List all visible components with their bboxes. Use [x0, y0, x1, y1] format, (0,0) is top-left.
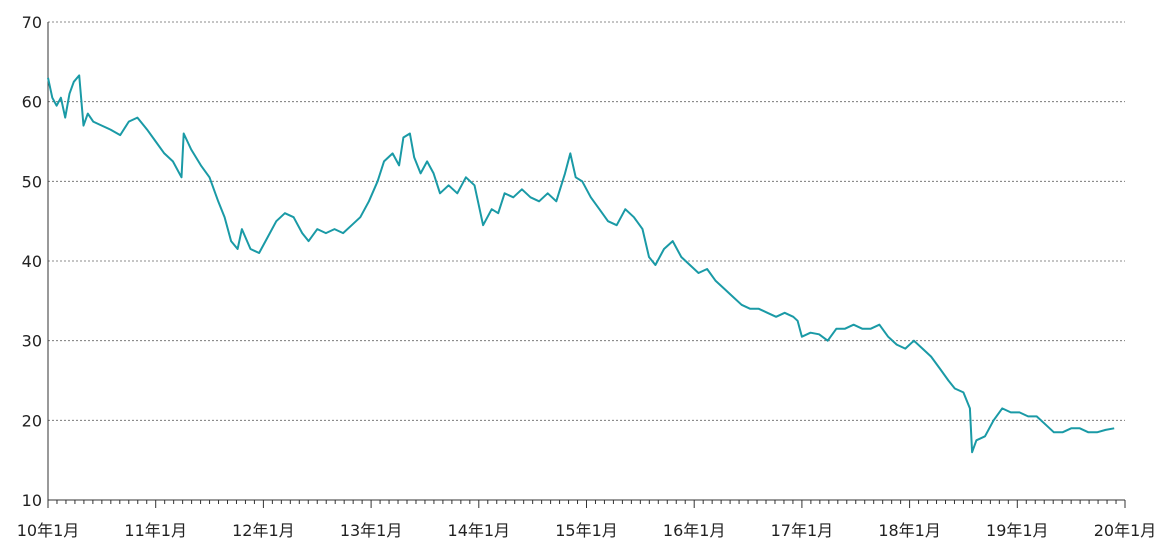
x-tick-label: 14年1月 [448, 521, 511, 540]
x-tick-label: 12年1月 [232, 521, 295, 540]
x-tick-label: 10年1月 [17, 521, 80, 540]
y-axis-labels: 10 20 30 40 50 60 70 [22, 13, 42, 510]
y-tick-label: 50 [22, 172, 42, 191]
grid-lines [48, 21, 1125, 421]
x-tick-label: 16年1月 [663, 521, 726, 540]
axes [47, 22, 1126, 508]
x-tick-label: 11年1月 [124, 521, 187, 540]
series-line [47, 74, 1115, 454]
x-tick-label: 13年1月 [340, 521, 403, 540]
y-tick-label: 40 [22, 252, 42, 271]
y-tick-label: 30 [22, 332, 42, 351]
y-tick-label: 60 [22, 93, 42, 112]
x-axis-labels: 10年1月 11年1月 12年1月 13年1月 14年1月 15年1月 16年1月 17年1月… [17, 521, 1157, 540]
x-tick-label: 19年1月 [986, 521, 1049, 540]
y-tick-label: 10 [22, 491, 42, 510]
y-tick-label: 20 [22, 411, 42, 430]
x-tick-label: 18年1月 [878, 521, 941, 540]
x-tick-label: 17年1月 [771, 521, 834, 540]
x-tick-label: 20年1月 [1094, 521, 1157, 540]
x-tick-label: 15年1月 [555, 521, 618, 540]
y-tick-label: 70 [22, 13, 42, 32]
